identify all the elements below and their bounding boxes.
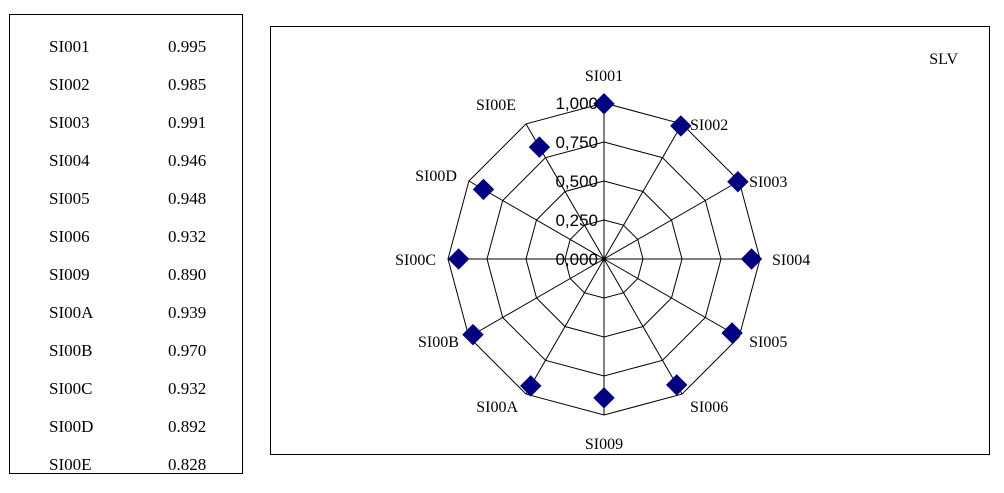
row-id: SI00B: [49, 341, 93, 360]
row-id: SI001: [49, 37, 90, 56]
row-value: 0.892: [168, 417, 207, 436]
row-value: 0.932: [168, 227, 207, 246]
row-value: 0.995: [168, 37, 207, 56]
data-point-marker: [665, 374, 688, 396]
row-id: SI00A: [49, 303, 94, 322]
table-row: SI002 0.985: [10, 75, 242, 113]
row-value: 0.890: [168, 265, 207, 284]
category-label: SI004: [772, 252, 810, 269]
row-value: 0.991: [168, 113, 207, 132]
data-point-marker: [727, 170, 749, 193]
row-id: SI006: [49, 227, 90, 246]
grid-spoke: [603, 180, 740, 260]
row-value: 0.970: [168, 341, 207, 360]
row-id: SI003: [49, 113, 90, 132]
row-id: SI002: [49, 75, 90, 94]
category-label: SI002: [690, 117, 728, 134]
table-row: SI00B 0.970: [10, 341, 242, 379]
tick-label: 0,750: [555, 133, 598, 152]
category-label: SI009: [585, 436, 623, 453]
tick-label: 0,500: [555, 172, 598, 191]
category-label: SI00B: [418, 334, 459, 351]
row-value: 0.946: [168, 151, 207, 170]
category-label: SI003: [749, 174, 787, 191]
table-row: SI009 0.890: [10, 265, 242, 303]
table-row: SI001 0.995: [10, 37, 242, 75]
grid-spoke: [468, 180, 605, 260]
table-row: SI006 0.932: [10, 227, 242, 265]
data-point-marker: [472, 178, 495, 201]
row-id: SI005: [49, 189, 90, 208]
row-value: 0.932: [168, 379, 207, 398]
category-label: SI001: [585, 68, 623, 85]
chart-tick-labels: 0,000 0,250 0,500 0,750 1,000: [555, 94, 598, 269]
value-table: SI001 0.995 SI002 0.985 SI003 0.991 SI004 0.946…: [9, 14, 243, 474]
tick-label: 0,250: [555, 211, 598, 230]
table-row: SI00C 0.932: [10, 379, 242, 417]
table-row: SI005 0.948: [10, 189, 242, 227]
data-point-marker: [528, 136, 551, 158]
grid-spoke: [603, 258, 740, 338]
tick-label: 1,000: [555, 94, 598, 113]
row-id: SI00C: [49, 379, 93, 398]
radar-chart-frame: [270, 26, 990, 455]
row-value: 0.985: [168, 75, 207, 94]
data-point-marker: [670, 115, 692, 137]
chart-category-labels: SI001 SI002 SI003 SI004 SI005 SI006 SI009 SI00A…: [395, 68, 810, 453]
row-id: SI00D: [49, 417, 94, 436]
row-value: 0.948: [168, 189, 207, 208]
chart-series: [447, 93, 763, 409]
table-row: SI00A 0.939: [10, 303, 242, 341]
category-label: SI00A: [476, 399, 518, 416]
table-row: SI004 0.946: [10, 151, 242, 189]
category-label: SI006: [690, 399, 728, 416]
data-point-marker: [447, 248, 470, 270]
row-id: SI009: [49, 265, 90, 284]
table-row: SI003 0.991: [10, 113, 242, 151]
grid-spoke: [603, 258, 683, 395]
data-point-marker: [721, 322, 743, 344]
data-point-marker: [740, 248, 763, 270]
row-id: SI004: [49, 151, 90, 170]
data-point-marker: [520, 375, 542, 397]
grid-spoke: [603, 123, 683, 260]
category-label: SI00D: [415, 168, 457, 185]
category-label: SI00E: [476, 97, 516, 114]
grid-spoke: [525, 258, 605, 395]
data-point-marker: [593, 387, 615, 409]
table-row: SI00D 0.892: [10, 417, 242, 455]
tick-label: 0,000: [555, 250, 598, 269]
category-label: SI00C: [395, 252, 436, 269]
data-point-marker: [462, 323, 484, 346]
legend-label: SLV: [929, 51, 958, 68]
row-value: 0.939: [168, 303, 207, 322]
category-label: SI005: [749, 334, 787, 351]
data-point-marker: [593, 93, 615, 115]
grid-spoke: [468, 258, 605, 338]
chart-grid: [447, 102, 761, 416]
